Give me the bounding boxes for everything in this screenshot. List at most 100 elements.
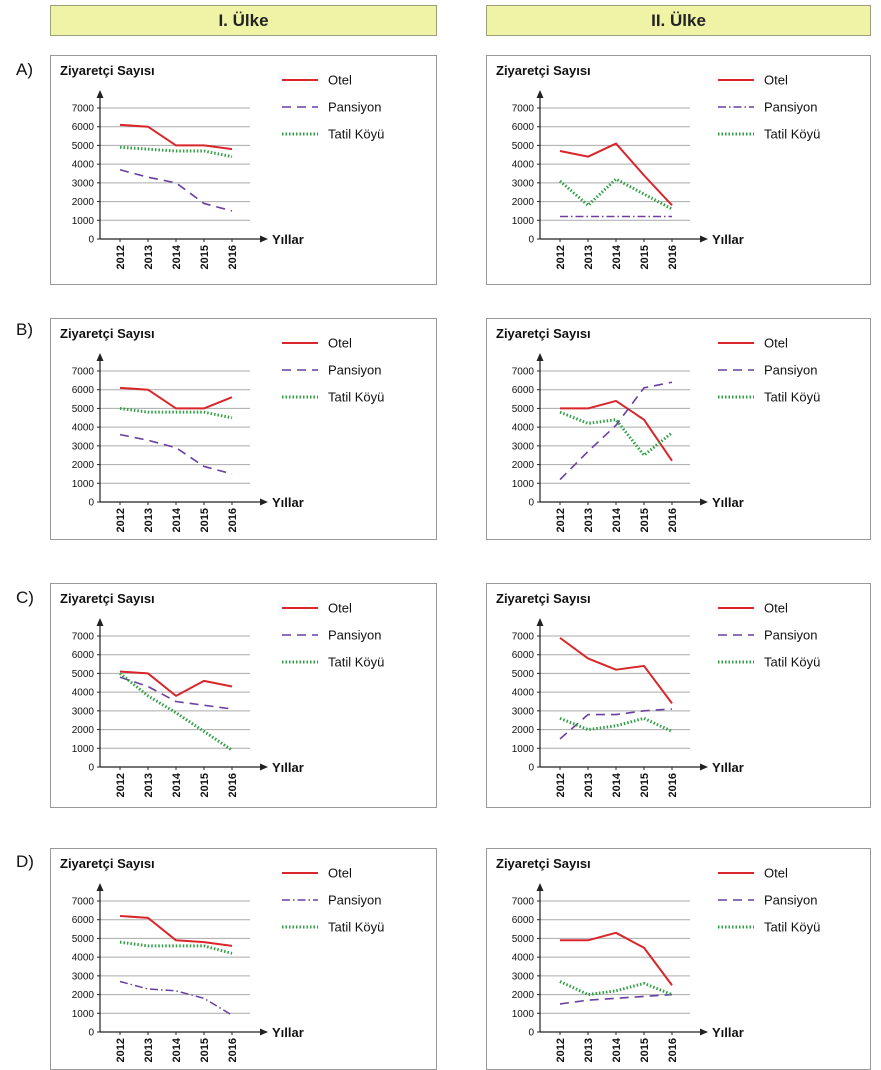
- x-tick-label: 2014: [171, 507, 183, 532]
- legend-label: Otel: [764, 866, 788, 881]
- y-tick-label: 1000: [72, 1009, 95, 1020]
- legend-label: Tatil Köyü: [328, 127, 384, 142]
- x-tick-label: 2013: [143, 508, 155, 532]
- series-line: [119, 676, 233, 710]
- chart-panel: Ziyaretçi Sayısı 0 1000 2000 3000 4000 5000 600…: [50, 318, 437, 540]
- y-tick-label: 7000: [72, 632, 95, 643]
- chart-panel: Ziyaretçi Sayısı 0 1000 2000 3000 4000 5000 600…: [486, 55, 871, 285]
- y-tick-label: 2000: [72, 990, 95, 1001]
- y-tick-label: 7000: [72, 104, 95, 115]
- y-axis-arrow: [536, 90, 544, 98]
- y-tick-label: 0: [528, 1028, 534, 1039]
- y-tick-label: 2000: [512, 460, 535, 471]
- legend-label: Pansiyon: [328, 100, 381, 115]
- series-line: [119, 940, 233, 955]
- y-tick-label: 3000: [512, 706, 535, 717]
- y-tick-label: 7000: [512, 104, 535, 115]
- x-tick-label: 2012: [555, 508, 567, 532]
- y-tick-label: 0: [88, 498, 94, 509]
- x-tick-label: 2014: [611, 244, 623, 269]
- series-line: [559, 993, 673, 1005]
- chart-panel: Ziyaretçi Sayısı 0 1000 2000 3000 4000 5000 600…: [50, 848, 437, 1070]
- legend-label: Tatil Köyü: [764, 920, 820, 935]
- x-tick-label: 2013: [583, 773, 595, 797]
- x-tick-label: 2015: [639, 508, 651, 532]
- x-tick-label: 2014: [611, 772, 623, 797]
- panel-border: [50, 583, 437, 808]
- y-tick-label: 5000: [512, 404, 535, 415]
- x-axis-title: Yıllar: [712, 232, 744, 247]
- y-tick-label: 4000: [512, 688, 535, 699]
- x-tick-label: 2012: [555, 1038, 567, 1062]
- x-axis-title: Yıllar: [272, 232, 304, 247]
- x-tick-label: 2012: [115, 508, 127, 532]
- x-tick-label: 2014: [171, 1037, 183, 1062]
- legend-label: Pansiyon: [764, 363, 817, 378]
- panel-border: [486, 55, 871, 285]
- chart-panel: Ziyaretçi Sayısı 0 1000 2000 3000 4000 5000 600…: [486, 848, 871, 1070]
- y-tick-label: 3000: [72, 441, 95, 452]
- option-label: B): [16, 320, 33, 339]
- y-tick-label: 2000: [512, 990, 535, 1001]
- y-tick-label: 6000: [512, 122, 535, 133]
- panel-border: [486, 848, 871, 1070]
- legend-label: Pansiyon: [328, 628, 381, 643]
- y-tick-label: 0: [528, 498, 534, 509]
- y-tick-label: 5000: [72, 669, 95, 680]
- x-tick-label: 2016: [227, 245, 239, 269]
- y-tick-label: 3000: [512, 441, 535, 452]
- y-tick-label: 1000: [72, 744, 95, 755]
- y-axis-title: Ziyaretçi Sayısı: [60, 856, 155, 871]
- x-tick-label: 2013: [583, 508, 595, 532]
- option-label: C): [16, 588, 34, 607]
- series-line: [560, 931, 673, 986]
- x-tick-label: 2016: [667, 508, 679, 532]
- x-axis-arrow: [260, 763, 268, 771]
- x-tick-label: 2015: [639, 1038, 651, 1062]
- x-tick-label: 2012: [115, 245, 127, 269]
- chart-panel: Ziyaretçi Sayısı 0 1000 2000 3000 4000 5000 600…: [486, 583, 871, 808]
- x-axis-title: Yıllar: [272, 1025, 304, 1040]
- y-tick-label: 1000: [512, 216, 535, 227]
- y-tick-label: 1000: [72, 216, 95, 227]
- y-tick-label: 2000: [512, 197, 535, 208]
- series-line: [559, 410, 673, 457]
- y-axis-arrow: [96, 90, 104, 98]
- panel-border: [50, 55, 437, 285]
- y-tick-label: 6000: [512, 915, 535, 926]
- x-axis-title: Yıllar: [272, 495, 304, 510]
- y-tick-label: 7000: [72, 897, 95, 908]
- legend-label: Otel: [764, 601, 788, 616]
- series-line: [559, 177, 673, 211]
- x-tick-label: 2012: [115, 1038, 127, 1062]
- series-line: [119, 914, 233, 947]
- legend-label: Otel: [328, 866, 352, 881]
- series-line: [559, 637, 673, 704]
- x-axis-arrow: [700, 235, 708, 243]
- option-label: A): [16, 60, 33, 79]
- x-tick-label: 2015: [639, 245, 651, 269]
- legend-label: Pansiyon: [328, 363, 381, 378]
- y-axis-title: Ziyaretçi Sayısı: [60, 63, 155, 78]
- x-axis-title: Yıllar: [712, 1025, 744, 1040]
- legend-label: Tatil Köyü: [328, 920, 384, 935]
- x-tick-label: 2012: [555, 773, 567, 797]
- y-axis-title: Ziyaretçi Sayısı: [496, 856, 591, 871]
- y-axis-arrow: [96, 883, 104, 891]
- y-tick-label: 5000: [72, 934, 95, 945]
- legend-label: Pansiyon: [328, 893, 381, 908]
- x-tick-label: 2013: [143, 245, 155, 269]
- series-line: [119, 386, 233, 410]
- x-tick-label: 2014: [611, 507, 623, 532]
- series-line: [559, 980, 673, 997]
- legend-label: Otel: [328, 336, 352, 351]
- x-axis-title: Yıllar: [712, 760, 744, 775]
- x-tick-label: 2014: [611, 1037, 623, 1062]
- y-axis-arrow: [536, 883, 544, 891]
- series-line: [559, 142, 673, 206]
- y-tick-label: 5000: [512, 141, 535, 152]
- chart-panel: Ziyaretçi Sayısı 0 1000 2000 3000 4000 5000 600…: [50, 55, 437, 285]
- y-tick-label: 5000: [512, 669, 535, 680]
- y-axis-title: Ziyaretçi Sayısı: [496, 326, 591, 341]
